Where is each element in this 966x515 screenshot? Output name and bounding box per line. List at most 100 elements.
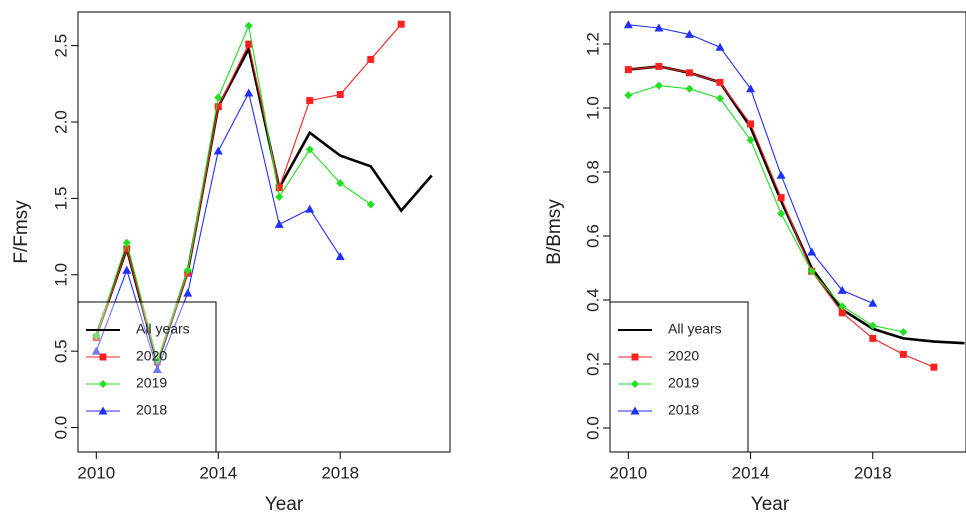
- legend-label: All years: [668, 321, 722, 337]
- marker: [152, 365, 162, 373]
- y-tick-label: 0.4: [583, 288, 602, 312]
- y-tick-label: 1.5: [51, 187, 70, 211]
- legend-label: All years: [136, 321, 190, 337]
- marker: [930, 363, 938, 371]
- marker: [624, 91, 633, 100]
- marker: [716, 78, 724, 86]
- plot-area: [91, 20, 433, 373]
- marker: [838, 309, 846, 317]
- legend-box: [609, 301, 749, 453]
- legend-marker: [98, 406, 108, 415]
- marker: [366, 200, 375, 209]
- y-tick-label: 0.2: [583, 352, 602, 376]
- marker: [274, 219, 284, 228]
- marker: [807, 267, 816, 276]
- marker: [747, 120, 755, 128]
- marker: [213, 146, 223, 155]
- marker: [685, 69, 693, 77]
- marker: [715, 42, 725, 51]
- marker: [244, 88, 254, 97]
- legend-marker: [631, 353, 639, 361]
- y-tick-label: 0.0: [51, 416, 70, 440]
- marker: [716, 94, 725, 103]
- marker: [123, 245, 131, 253]
- x-axis-label: Year: [265, 494, 304, 515]
- marker: [685, 84, 694, 93]
- plot-frame: [609, 11, 966, 453]
- marker: [655, 62, 663, 70]
- marker: [92, 331, 101, 340]
- marker: [684, 29, 694, 38]
- legend-marker: [99, 380, 107, 388]
- x-tick-label: 2018: [854, 463, 892, 482]
- marker: [777, 209, 786, 218]
- y-tick-label: 1.0: [51, 263, 70, 287]
- legend-label: 2018: [136, 402, 167, 418]
- marker: [305, 204, 315, 213]
- x-axis-label: Year: [751, 494, 790, 515]
- marker: [122, 265, 132, 274]
- marker: [245, 40, 253, 48]
- marker: [624, 66, 632, 74]
- marker: [899, 350, 907, 358]
- x-tick-label: 2018: [321, 463, 359, 482]
- marker: [654, 81, 663, 90]
- y-tick-label: 0.6: [583, 224, 602, 248]
- marker: [868, 298, 878, 307]
- marker: [275, 192, 284, 201]
- legend-label: 2020: [136, 348, 167, 364]
- legend-marker: [630, 406, 640, 415]
- legend-marker: [99, 353, 107, 361]
- marker: [623, 20, 633, 29]
- marker: [183, 288, 193, 297]
- marker: [183, 266, 192, 275]
- y-tick-label: 2.5: [51, 34, 70, 58]
- marker: [397, 20, 405, 28]
- marker: [305, 145, 314, 154]
- legend-label: 2019: [136, 375, 167, 391]
- marker: [654, 23, 664, 32]
- marker: [335, 251, 345, 260]
- x-tick-label: 2014: [199, 463, 237, 482]
- y-tick-label: 1.2: [583, 32, 602, 56]
- legend-label: 2019: [668, 375, 699, 391]
- plot-frame: [77, 11, 451, 453]
- y-tick-label: 0.8: [583, 160, 602, 184]
- marker: [336, 179, 345, 188]
- marker: [367, 55, 375, 63]
- marker: [214, 93, 223, 102]
- y-axis-label: B/Bmsy: [544, 199, 565, 265]
- marker: [275, 184, 283, 192]
- marker: [776, 170, 786, 179]
- marker: [837, 285, 847, 294]
- x-tick-label: 2014: [732, 463, 770, 482]
- marker: [122, 238, 131, 247]
- legend-label: 2020: [668, 348, 699, 364]
- legend: All years 2020 2019 2018: [609, 301, 749, 453]
- marker: [336, 91, 344, 98]
- marker: [746, 136, 755, 144]
- x-tick-label: 2010: [609, 463, 647, 482]
- marker: [899, 328, 908, 336]
- legend: All years 2020 2019 2018: [77, 301, 217, 453]
- marker: [746, 84, 756, 93]
- legend-box: [77, 301, 217, 453]
- legend-marker: [631, 380, 639, 388]
- x-tick-label: 2010: [77, 463, 115, 482]
- marker: [807, 247, 817, 256]
- marker: [244, 21, 253, 30]
- marker: [306, 97, 314, 105]
- marker: [868, 321, 877, 330]
- marker: [838, 302, 847, 311]
- marker: [91, 346, 101, 355]
- y-tick-label: 1.0: [583, 96, 602, 120]
- y-axis-label: F/Fmsy: [11, 200, 32, 264]
- y-tick-label: 0.0: [583, 416, 602, 440]
- y-tick-label: 2.0: [51, 110, 70, 134]
- y-tick-label: 0.5: [51, 339, 70, 363]
- series-line: [628, 85, 904, 333]
- marker: [777, 194, 785, 202]
- legend-label: 2018: [668, 402, 699, 418]
- plot-area: [623, 20, 965, 371]
